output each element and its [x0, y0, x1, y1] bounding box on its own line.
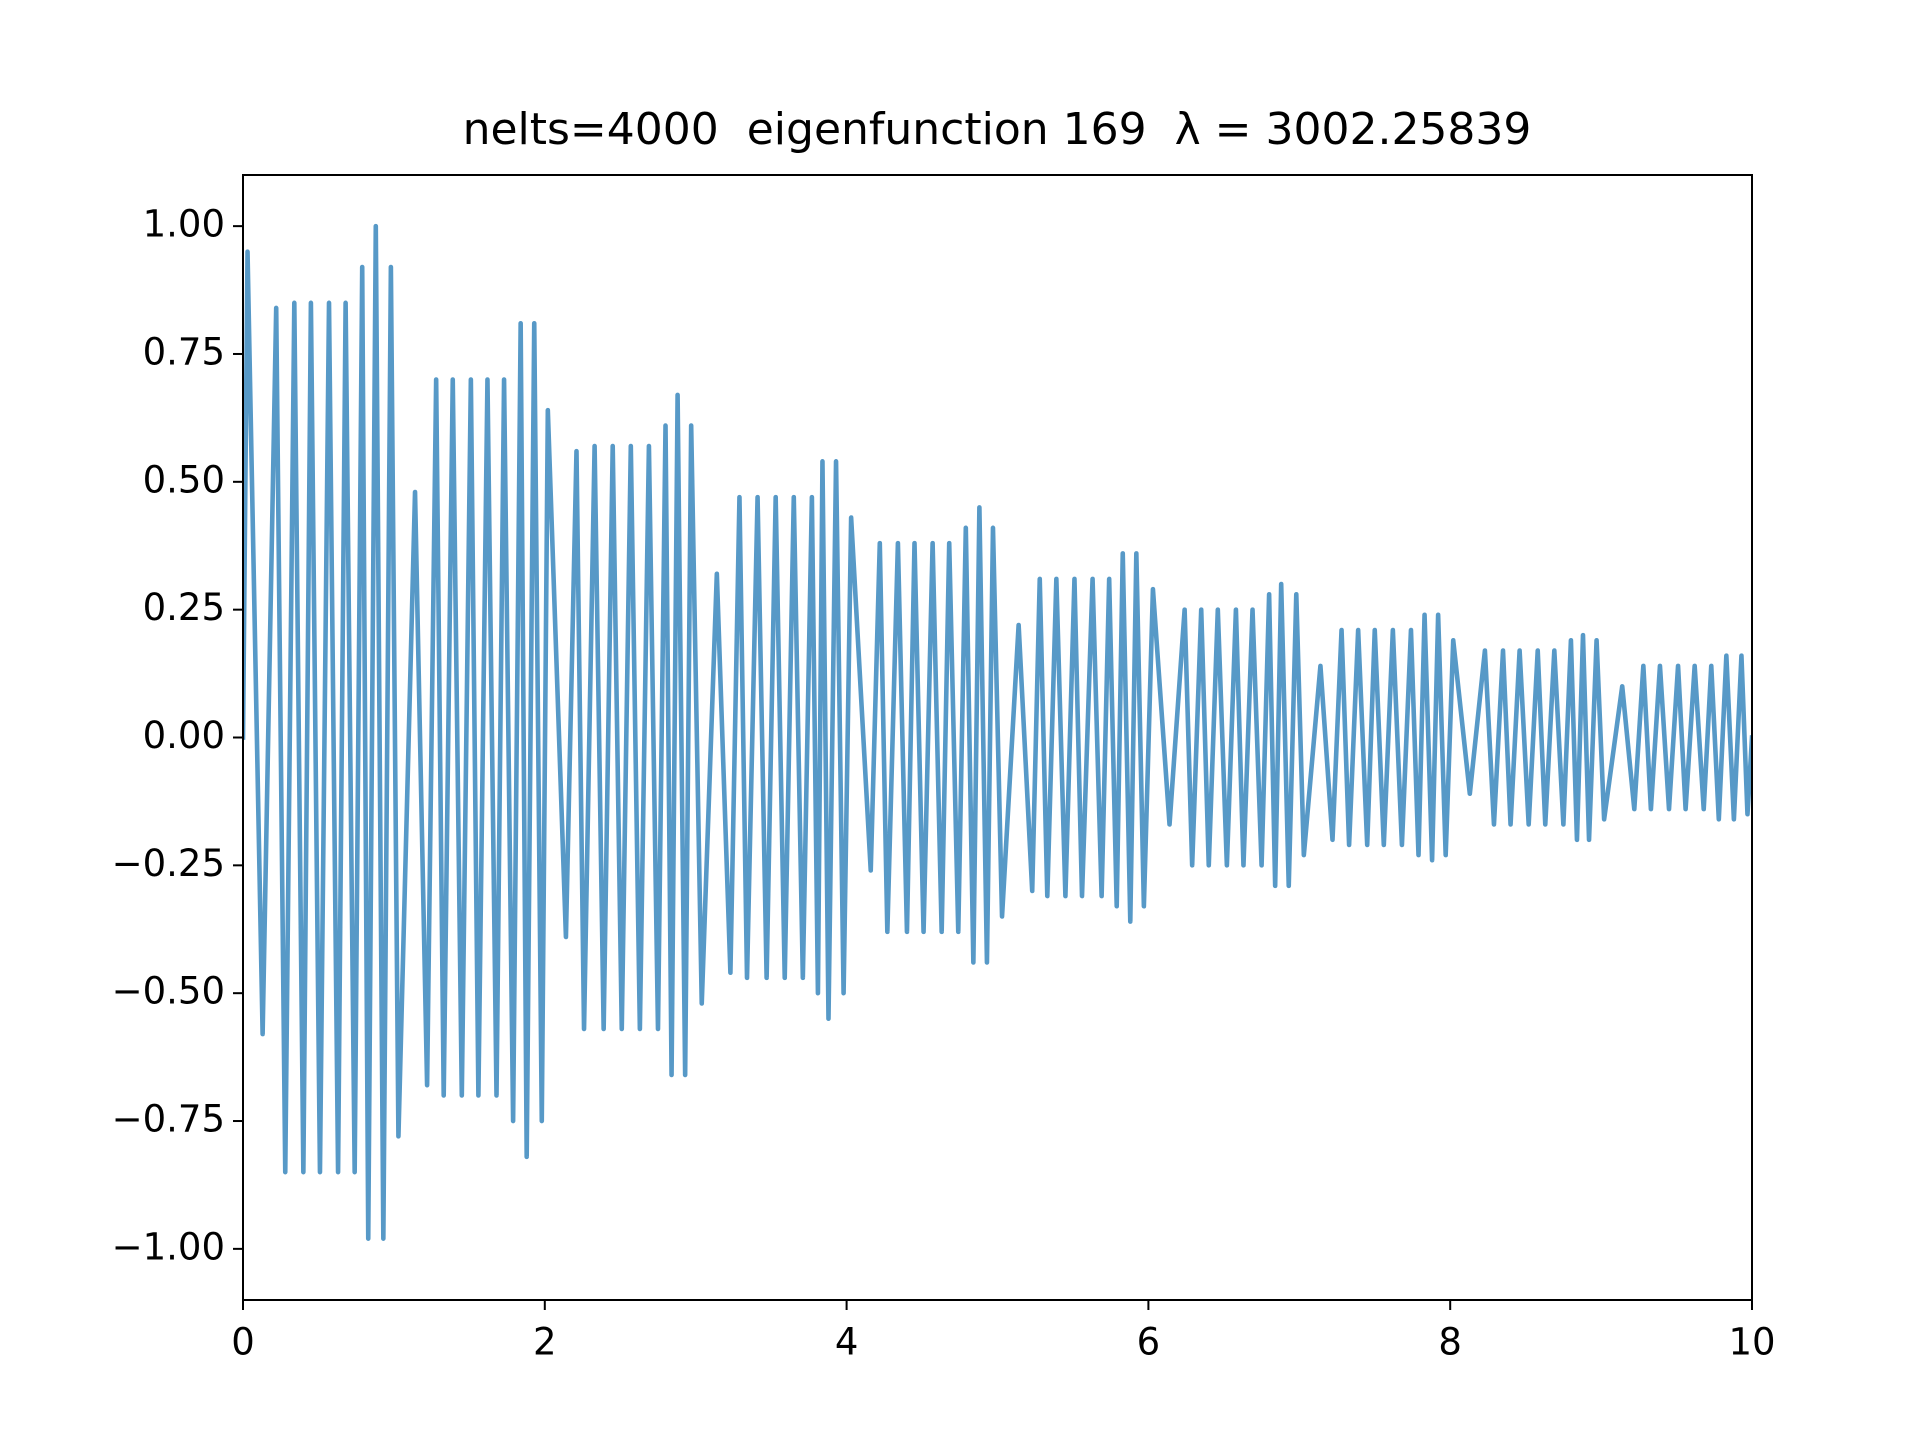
x-tick-label: 10: [1728, 1321, 1775, 1364]
x-tick-label: 6: [1137, 1321, 1161, 1364]
y-tick-label: −0.25: [112, 842, 225, 885]
data-line: [243, 223, 1752, 1241]
x-tick-label: 8: [1438, 1321, 1462, 1364]
y-tick-label: 0.25: [143, 586, 225, 629]
x-tick-label: 2: [533, 1321, 557, 1364]
x-tick-label: 4: [835, 1321, 859, 1364]
y-tick-label: 0.75: [143, 330, 225, 373]
y-tick-label: −0.75: [112, 1098, 225, 1141]
x-tick-label: 0: [231, 1321, 255, 1364]
y-tick-label: −0.50: [112, 970, 225, 1013]
y-tick-label: 0.00: [143, 714, 225, 757]
y-tick-label: 0.50: [143, 458, 225, 501]
y-tick-label: −1.00: [112, 1225, 225, 1268]
chart-title: nelts=4000 eigenfunction 169 λ = 3002.25…: [463, 104, 1532, 155]
y-tick-label: 1.00: [143, 203, 225, 246]
